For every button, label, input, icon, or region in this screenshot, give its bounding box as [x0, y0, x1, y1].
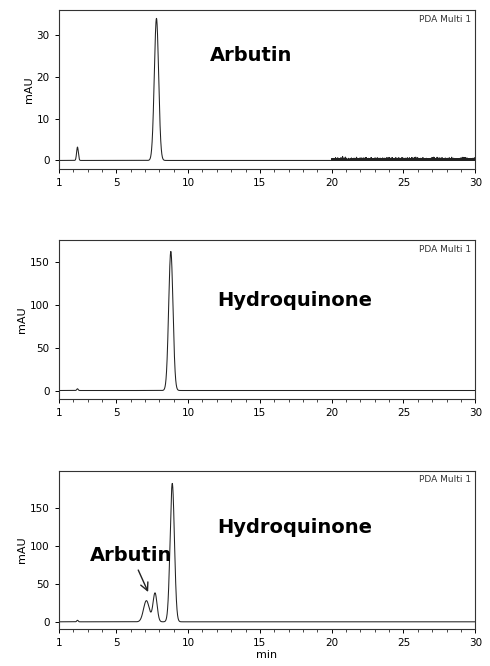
Text: Arbutin: Arbutin	[210, 47, 292, 65]
Text: PDA Multi 1: PDA Multi 1	[419, 15, 471, 24]
X-axis label: min: min	[256, 650, 278, 660]
Y-axis label: mAU: mAU	[17, 306, 27, 333]
Text: Hydroquinone: Hydroquinone	[217, 291, 372, 310]
Y-axis label: mAU: mAU	[17, 537, 27, 563]
Y-axis label: mAU: mAU	[24, 76, 34, 103]
Text: Arbutin: Arbutin	[90, 545, 173, 591]
Text: PDA Multi 1: PDA Multi 1	[419, 476, 471, 484]
Text: Hydroquinone: Hydroquinone	[217, 517, 372, 537]
Text: PDA Multi 1: PDA Multi 1	[419, 245, 471, 254]
